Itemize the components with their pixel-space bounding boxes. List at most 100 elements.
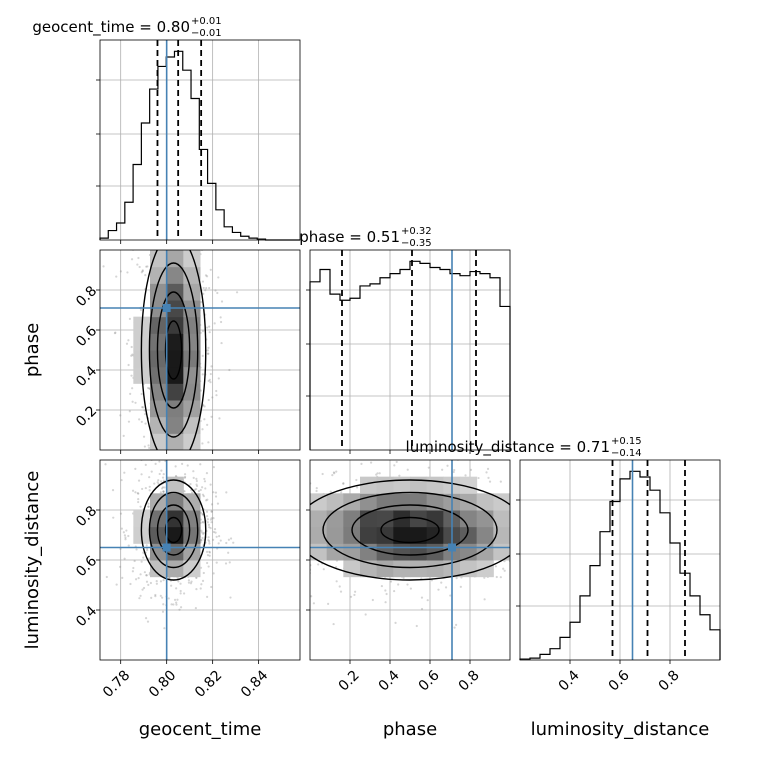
sample-point [531,580,533,582]
x-tick-label: 0.78 [100,667,133,700]
sample-point [187,453,189,455]
density-cell [426,510,444,528]
sample-point [195,588,198,591]
density-cell [493,510,510,528]
contour-line [380,516,440,544]
sample-point [175,601,178,604]
sample-point [535,535,537,537]
sample-point [210,415,213,418]
sample-point [502,567,505,570]
sample-point [163,486,166,489]
sample-point [170,603,173,606]
sample-point [202,571,205,575]
sample-point [265,533,267,535]
sample-point [219,320,223,324]
sample-point [338,585,341,588]
sample-point [189,194,191,196]
sample-point [200,511,203,514]
sample-point [154,462,157,465]
sample-point [195,462,197,464]
sample-point [542,521,544,523]
sample-point [214,289,217,292]
title-plus: +0.01 [191,16,222,27]
sample-point [125,529,128,532]
density-cell [393,560,411,578]
sample-point [452,470,455,474]
sample-point [155,450,157,452]
density-cell [326,510,344,528]
sample-point [167,457,169,459]
sample-point [294,583,296,585]
sample-point [207,565,210,568]
sample-point [124,536,127,539]
sample-point [205,457,207,459]
sample-point [559,549,561,551]
sample-point [195,477,198,480]
sample-point [131,489,135,492]
sample-point [104,463,107,466]
sample-point [534,503,536,505]
sample-point [214,495,218,498]
sample-point [164,195,166,197]
sample-point [163,224,165,226]
sample-point [155,582,158,585]
sample-point [315,487,318,490]
sample-point [175,452,177,454]
sample-point [189,181,191,183]
density-cell [150,250,168,268]
sample-point [486,467,490,470]
sample-point [536,538,538,540]
sample-point [227,538,230,541]
sample-point [585,566,587,568]
sample-point [134,401,137,404]
density-cell [183,333,201,351]
sample-point [131,400,134,403]
sample-point [375,473,378,476]
sample-point [283,540,285,542]
sample-point [141,405,144,409]
sample-point [177,580,180,583]
sample-point [264,534,266,536]
sample-point [229,596,232,599]
sample-point [321,472,324,476]
sample-point [289,526,291,528]
sample-point [148,446,151,450]
sample-point [523,524,525,526]
sample-point [187,248,189,250]
sample-point [204,289,207,292]
sample-point [146,265,149,268]
sample-point [393,589,396,593]
density-cell [166,383,184,401]
sample-point [339,590,343,593]
sample-point [332,471,336,474]
sample-point [163,212,165,214]
sample-point [141,270,144,273]
sample-point [179,171,181,173]
sample-point [134,491,137,494]
sample-point [533,547,535,549]
sample-point [581,554,583,556]
sample-point [329,490,332,493]
sample-point [134,456,136,458]
sample-point [206,498,209,501]
density-cell [426,526,444,544]
sample-point [194,452,196,454]
sample-point [235,291,239,294]
sample-point [192,470,195,473]
truth-marker [448,543,456,552]
sample-point [200,529,203,532]
sample-point [161,240,163,242]
truth-marker [162,304,171,312]
density-cell [183,383,201,401]
sample-point [290,531,292,533]
sample-point [206,518,209,521]
sample-point [340,491,343,494]
sample-point [212,466,215,469]
sample-point [201,536,204,540]
sample-point [205,499,208,502]
sample-point [215,389,218,393]
sample-point [200,539,203,542]
sample-point [402,576,405,579]
sample-point [158,460,161,463]
sample-point [175,228,177,230]
